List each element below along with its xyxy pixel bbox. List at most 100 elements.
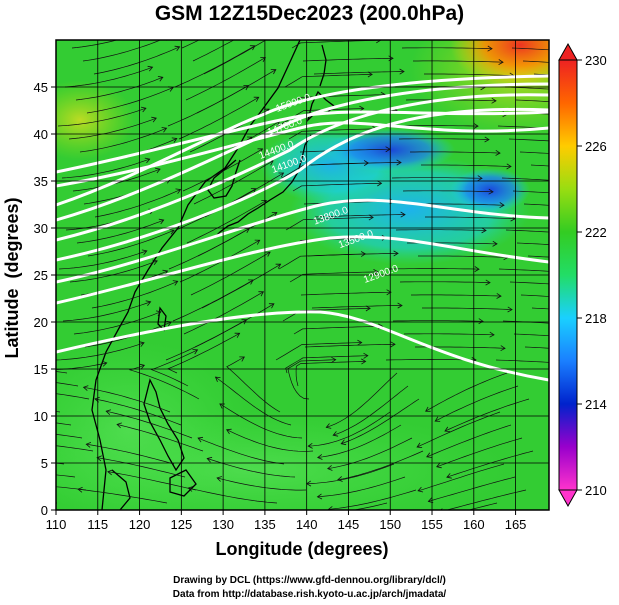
streamline-arrow (278, 172, 285, 178)
streamline-arrow (197, 436, 204, 443)
streamline-arrow (474, 266, 480, 272)
streamline (203, 40, 267, 75)
streamline-arrow (331, 356, 337, 363)
streamline (78, 488, 168, 504)
streamline-arrow (157, 76, 164, 82)
streamline (524, 346, 549, 349)
streamline-arrow (241, 319, 248, 325)
streamline-arrow (500, 345, 506, 352)
streamline-arrow (489, 331, 495, 338)
streamline (391, 177, 483, 179)
streamline (402, 190, 494, 193)
streamline (513, 333, 549, 337)
streamline (352, 502, 388, 510)
streamline (424, 73, 515, 77)
streamline-arrow (446, 473, 452, 479)
streamline (288, 128, 377, 140)
streamline-arrow (581, 362, 586, 367)
streamline (289, 271, 378, 283)
x-tick-label: 125 (170, 517, 192, 532)
y-tick-label: 35 (34, 174, 48, 189)
streamline-arrow (151, 116, 157, 123)
streamline-arrow (360, 251, 367, 257)
x-tick-label: 130 (212, 517, 234, 532)
streamline-arrow (139, 363, 146, 370)
streamline-arrow (613, 259, 618, 264)
streamline-arrow (587, 180, 592, 185)
streamline-arrow (154, 26, 159, 31)
streamline (226, 356, 281, 413)
map-figure: 15000.014700.014400.014100.013800.013500… (0, 26, 618, 559)
streamline (509, 281, 549, 285)
streamline-arrow (399, 68, 405, 75)
x-tick-label: 140 (296, 517, 318, 532)
streamline-arrow (598, 194, 602, 199)
streamline (278, 253, 366, 270)
colorbar: 230 226 222 218 214 210 (558, 42, 607, 508)
streamline (527, 255, 549, 258)
streamline-arrow (340, 439, 347, 446)
streamline-arrow (116, 422, 122, 429)
streamline-arrow (144, 157, 151, 164)
streamline (422, 307, 513, 310)
streamline-arrow (386, 289, 392, 296)
streamline (197, 437, 285, 465)
streamline (97, 457, 186, 478)
streamline (165, 319, 247, 361)
streamline-arrow (327, 465, 333, 471)
streamline (426, 424, 512, 458)
x-tick-label: 110 (46, 517, 67, 532)
streamline (86, 443, 175, 465)
streamline (467, 502, 498, 510)
streamline (183, 291, 264, 335)
y-tick-label: 20 (34, 315, 48, 330)
streamline-arrow (171, 137, 178, 143)
streamline-arrow (77, 486, 83, 493)
streamline (186, 200, 267, 244)
streamline (401, 47, 493, 50)
colorbar-top-arrow (558, 42, 578, 61)
streamline-arrow (172, 280, 179, 286)
streamline (516, 242, 549, 245)
contour-line (56, 74, 549, 207)
streamline-arrow (590, 89, 594, 94)
streamline-arrow (427, 497, 434, 504)
x-tick-label: 155 (421, 517, 443, 532)
streamline (403, 333, 495, 336)
streamline (56, 342, 145, 361)
streamline-arrow (595, 284, 599, 289)
streamline-arrow (271, 212, 278, 218)
streamline (56, 474, 76, 478)
streamline-arrow (426, 452, 432, 458)
streamline-arrow (147, 65, 154, 72)
streamline-arrow (584, 271, 589, 276)
y-tick-label: 5 (41, 456, 48, 471)
streamline-arrow (487, 45, 493, 52)
streamline-arrow (82, 385, 89, 391)
streamline (501, 177, 549, 181)
y-tick-label: 10 (34, 409, 48, 424)
streamline (275, 342, 362, 361)
streamline (56, 382, 79, 387)
streamline-arrow (608, 64, 613, 69)
streamline (411, 294, 502, 297)
streamline-arrow (0, 480, 1, 485)
y-tick-label: 0 (41, 503, 48, 518)
streamline (495, 359, 549, 363)
streamline-arrow (244, 228, 250, 234)
streamline (295, 94, 386, 101)
streamline (311, 305, 403, 309)
streamline (73, 311, 162, 335)
streamline (445, 489, 527, 510)
streamline-arrow (107, 469, 113, 476)
contour-line (56, 198, 549, 284)
coast-japan (213, 134, 312, 239)
streamline (328, 489, 417, 510)
streamline-arrow (260, 57, 266, 63)
streamline (56, 393, 90, 400)
y-axis-ticks: 0 5 10 15 20 25 30 35 40 45 (34, 80, 56, 518)
streamline (69, 260, 158, 283)
colorbar-tick-label: 222 (585, 225, 607, 240)
streamline-arrow (85, 442, 92, 448)
streamline (75, 76, 163, 101)
